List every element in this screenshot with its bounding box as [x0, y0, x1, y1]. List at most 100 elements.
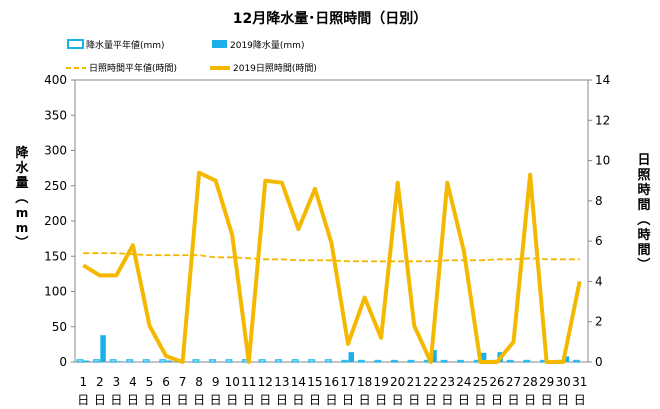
- left-axis-ticks: 0 50 100 150 200 250 300 350 400: [44, 73, 75, 369]
- legend-swatch-2019-rain: [212, 40, 227, 48]
- right-tick-label: 0: [595, 355, 603, 369]
- x-tick-label: 1: [79, 375, 87, 389]
- x-tick-day-suffix: 日: [193, 393, 205, 407]
- x-tick-day-suffix: 日: [359, 393, 371, 407]
- left-tick-label: 150: [44, 249, 67, 263]
- x-tick-day-suffix: 日: [226, 393, 238, 407]
- x-tick-day-suffix: 日: [259, 393, 271, 407]
- legend-label-2019-rain: 2019降水量(mm): [230, 39, 304, 51]
- x-tick-label: 28: [522, 375, 537, 389]
- left-tick-label: 100: [44, 285, 67, 299]
- chart-title: 12月降水量･日照時間（日別）: [233, 10, 427, 27]
- x-tick-label: 30: [556, 375, 571, 389]
- left-axis-label-char: ）: [13, 235, 29, 248]
- bar-normal-rain: [440, 359, 448, 363]
- x-tick-label: 16: [324, 375, 339, 389]
- x-axis-ticks: 1日2日3日4日5日6日7日8日9日10日11日12日13日14日15日16日1…: [77, 375, 587, 407]
- x-tick-label: 15: [307, 375, 322, 389]
- left-tick-label: 350: [44, 108, 67, 122]
- bar-2019-rain: [100, 335, 106, 362]
- x-tick-label: 17: [340, 375, 355, 389]
- bar-normal-rain: [407, 359, 415, 363]
- x-tick-label: 5: [146, 375, 154, 389]
- bar-2019-rain: [348, 352, 355, 362]
- left-axis-label-char: m: [16, 221, 29, 235]
- x-tick-day-suffix: 日: [425, 393, 437, 407]
- left-tick-label: 400: [44, 73, 67, 87]
- x-tick-label: 7: [179, 375, 187, 389]
- rain-bars: [76, 335, 580, 363]
- bar-normal-rain: [159, 359, 167, 363]
- left-axis-label-char: （: [13, 190, 29, 203]
- bar-normal-rain: [457, 359, 465, 363]
- x-tick-label: 9: [212, 375, 220, 389]
- bar-2019-rain: [563, 356, 570, 362]
- x-tick-day-suffix: 日: [94, 393, 106, 407]
- bar-normal-rain: [76, 359, 84, 363]
- x-tick-day-suffix: 日: [160, 393, 172, 407]
- x-tick-day-suffix: 日: [524, 393, 536, 407]
- legend-label-normal-rain: 降水量平年値(mm): [86, 39, 165, 51]
- x-tick-label: 29: [539, 375, 554, 389]
- legend: 降水量平年値(mm) 2019降水量(mm) 日照時間平年値(時間) 2019日…: [66, 39, 317, 74]
- bar-normal-rain: [93, 359, 101, 363]
- right-axis-label-char: 間: [637, 243, 650, 258]
- x-tick-label: 12: [258, 375, 273, 389]
- left-tick-label: 250: [44, 179, 67, 193]
- x-tick-day-suffix: 日: [309, 393, 321, 407]
- left-tick-label: 50: [52, 320, 67, 334]
- x-tick-day-suffix: 日: [342, 393, 354, 407]
- bar-normal-rain: [523, 359, 531, 363]
- x-tick-day-suffix: 日: [458, 393, 470, 407]
- x-tick-label: 6: [162, 375, 170, 389]
- left-axis-label-char: 降: [15, 145, 29, 161]
- right-tick-label: 6: [595, 234, 603, 248]
- x-tick-day-suffix: 日: [557, 393, 569, 407]
- x-tick-label: 26: [489, 375, 504, 389]
- x-tick-day-suffix: 日: [508, 393, 520, 407]
- right-tick-label: 12: [595, 113, 610, 127]
- bar-normal-rain: [275, 359, 283, 363]
- bar-normal-rain: [573, 359, 580, 363]
- bar-2019-rain: [431, 350, 437, 362]
- x-tick-label: 10: [225, 375, 240, 389]
- line-2019-sunshine: [82, 170, 582, 364]
- bar-normal-rain: [374, 359, 382, 363]
- bar-normal-rain: [126, 359, 134, 363]
- left-tick-label: 300: [44, 144, 67, 158]
- bar-normal-rain: [357, 359, 365, 363]
- x-tick-day-suffix: 日: [177, 393, 189, 407]
- x-tick-label: 2: [96, 375, 104, 389]
- x-tick-label: 20: [390, 375, 405, 389]
- bar-normal-rain: [324, 359, 332, 363]
- right-axis-label-char: （: [635, 212, 651, 225]
- left-tick-label: 200: [44, 214, 67, 228]
- x-tick-day-suffix: 日: [127, 393, 139, 407]
- x-tick-label: 4: [129, 375, 137, 389]
- right-tick-label: 8: [595, 194, 603, 208]
- plot-area: [74, 79, 589, 363]
- x-tick-day-suffix: 日: [77, 393, 89, 407]
- left-axis-label: 降水量（mm）: [13, 145, 29, 249]
- left-axis-label-char: m: [16, 206, 29, 220]
- bar-normal-rain: [390, 359, 398, 363]
- right-axis-label: 日照時間（時間）: [635, 153, 651, 271]
- x-tick-label: 21: [407, 375, 422, 389]
- x-tick-label: 3: [113, 375, 121, 389]
- x-tick-label: 25: [473, 375, 488, 389]
- right-tick-label: 4: [595, 274, 603, 288]
- x-tick-label: 11: [241, 375, 256, 389]
- x-tick-day-suffix: 日: [110, 393, 122, 407]
- bar-normal-rain: [341, 359, 349, 363]
- x-tick-label: 18: [357, 375, 372, 389]
- right-tick-label: 14: [595, 73, 610, 87]
- line-normal-sunshine: [83, 252, 580, 263]
- x-tick-label: 22: [423, 375, 438, 389]
- left-tick-label: 0: [59, 355, 67, 369]
- right-axis-ticks: 0 2 4 6 8 10 12 14: [588, 73, 610, 369]
- x-tick-day-suffix: 日: [441, 393, 453, 407]
- bar-normal-rain: [142, 359, 150, 363]
- x-tick-day-suffix: 日: [541, 393, 553, 407]
- bar-normal-rain: [192, 359, 200, 363]
- x-tick-day-suffix: 日: [392, 393, 404, 407]
